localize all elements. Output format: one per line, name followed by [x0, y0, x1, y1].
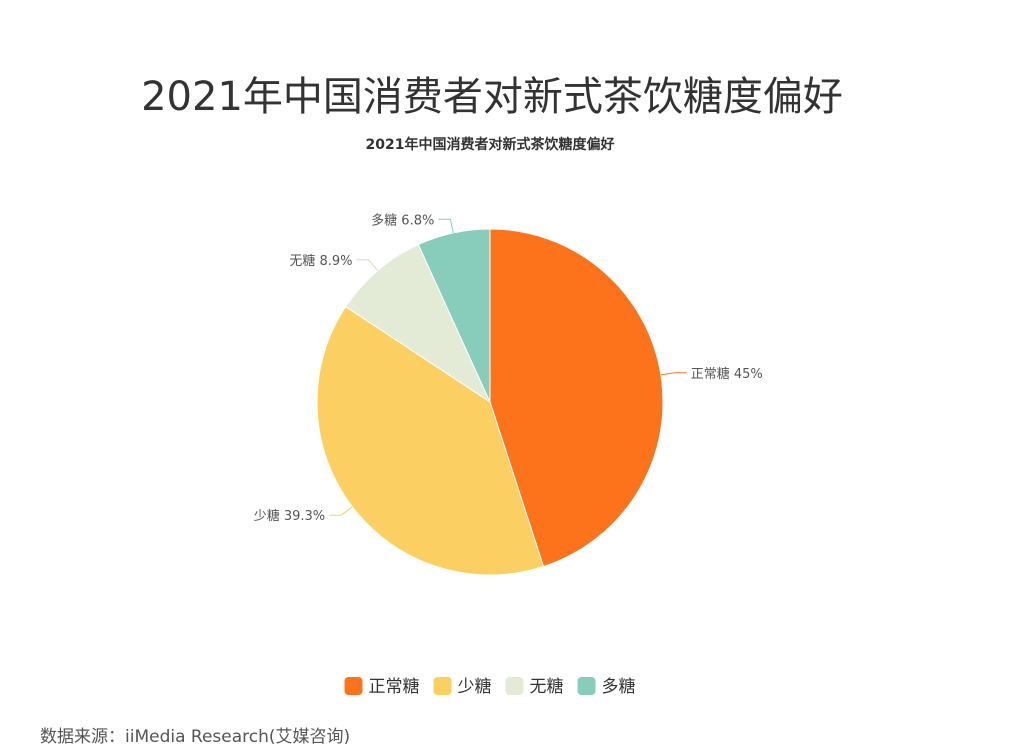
legend-label-2: 少糖 — [458, 677, 492, 697]
legend-label-1: 正常糖 — [369, 677, 420, 697]
pie-labels: 正常糖 45% 少糖 39.3% 无糖 8.9% 多糖 6.8% — [254, 212, 763, 524]
pie-slice-1 — [489, 228, 664, 568]
label-leader-line-2 — [329, 506, 353, 516]
legend-swatch-3 — [505, 677, 524, 695]
legend-swatch-2 — [433, 677, 452, 695]
label-leader-line-1 — [660, 372, 687, 376]
legend-swatch-4 — [577, 677, 596, 695]
pie-slice-3 — [345, 243, 492, 404]
chart-title: 2021年中国消费者对新式茶饮糖度偏好 — [366, 136, 615, 153]
label-leader-line-4 — [438, 218, 454, 234]
page-title: 2021年中国消费者对新式茶饮糖度偏好 — [141, 74, 843, 120]
source-note: 数据来源：iiMedia Research(艾媒咨询) — [40, 727, 351, 747]
legend-label-4: 多糖 — [602, 677, 636, 697]
slice-label-3: 无糖 8.9% — [289, 253, 352, 269]
legend: 正常糖 少糖 无糖 多糖 — [344, 677, 636, 697]
label-leader-line-3 — [356, 259, 379, 271]
legend-item-2[interactable]: 少糖 — [433, 677, 492, 697]
slice-label-4: 多糖 6.8% — [371, 212, 434, 228]
slice-label-1: 正常糖 45% — [691, 366, 763, 382]
legend-label-3: 无糖 — [530, 677, 564, 697]
pie-slices — [316, 228, 664, 576]
legend-item-1[interactable]: 正常糖 — [344, 677, 420, 697]
legend-swatch-1 — [344, 677, 363, 695]
legend-item-4[interactable]: 多糖 — [577, 677, 636, 697]
legend-item-3[interactable]: 无糖 — [505, 677, 564, 697]
slice-label-2: 少糖 39.3% — [254, 508, 325, 524]
pie-slice-2 — [316, 305, 545, 576]
pie-slice-4 — [417, 228, 491, 403]
